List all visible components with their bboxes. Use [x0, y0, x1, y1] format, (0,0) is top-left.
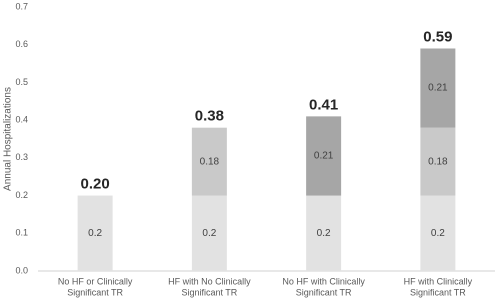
bar-segment	[420, 195, 456, 271]
x-tick-label: No HF or Clinically	[58, 276, 133, 286]
segment-label: 0.21	[428, 83, 448, 94]
bar-segment	[191, 195, 227, 271]
segment-label: 0.2	[202, 228, 216, 239]
y-tick-label: 0.4	[15, 115, 28, 125]
y-tick-label: 0.3	[15, 152, 28, 162]
x-tick-label: Significant TR	[67, 287, 123, 297]
segment-label: 0.18	[200, 156, 220, 167]
x-tick-label: No HF with Clinically	[282, 276, 365, 286]
y-axis-label: Annual Hospitalizations	[3, 87, 14, 191]
total-label: 0.38	[195, 108, 224, 125]
x-tick-label: Significant TR	[181, 287, 237, 297]
y-tick-label: 0.0	[15, 265, 28, 275]
x-tick-label: HF with No Clinically	[168, 276, 251, 286]
x-tick-label: Significant TR	[296, 287, 352, 297]
bar-segment	[306, 195, 342, 271]
bar-segment	[420, 127, 456, 196]
y-tick-label: 0.2	[15, 190, 28, 200]
x-tick-label: HF with Clinically	[404, 276, 473, 286]
segment-label: 0.18	[428, 156, 448, 167]
segment-label: 0.21	[314, 151, 334, 162]
bar-segment	[420, 48, 456, 128]
bar-segment	[191, 127, 227, 196]
total-label: 0.41	[309, 96, 338, 113]
bar-segment	[306, 116, 342, 196]
y-tick-label: 0.1	[15, 228, 28, 238]
y-tick-label: 0.7	[15, 1, 28, 11]
segment-label: 0.2	[431, 228, 445, 239]
x-tick-label: Significant TR	[410, 287, 466, 297]
segment-label: 0.2	[88, 228, 102, 239]
y-tick-label: 0.6	[15, 39, 28, 49]
segment-label: 0.2	[317, 228, 331, 239]
total-label: 0.59	[423, 28, 452, 45]
bar-segment	[77, 195, 113, 271]
total-label: 0.20	[81, 176, 110, 193]
y-tick-label: 0.5	[15, 77, 28, 87]
